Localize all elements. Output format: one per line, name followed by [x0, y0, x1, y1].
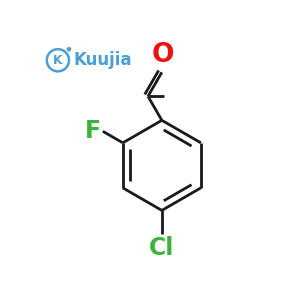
- Circle shape: [68, 47, 70, 51]
- Text: Kuujia: Kuujia: [73, 51, 132, 69]
- Text: O: O: [152, 42, 174, 68]
- Text: Cl: Cl: [149, 236, 175, 260]
- Text: F: F: [84, 119, 101, 143]
- Text: K: K: [53, 54, 63, 67]
